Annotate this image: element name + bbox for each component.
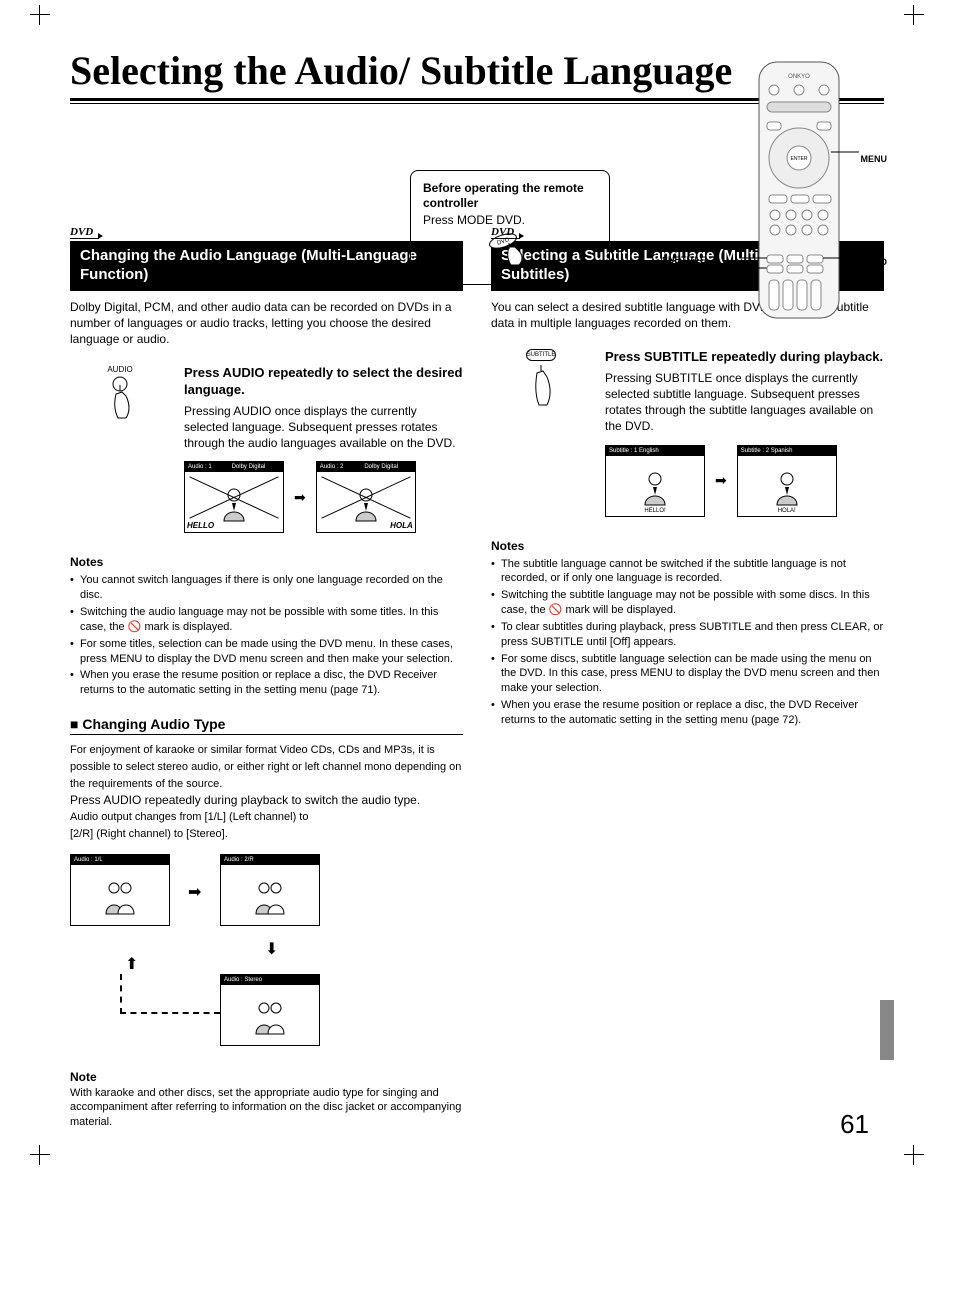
audio-type-body: For enjoyment of karaoke or similar form… xyxy=(70,741,463,841)
right-step-desc: Pressing SUBTITLE once displays the curr… xyxy=(605,370,884,435)
bar-text: Audio : Stereo xyxy=(221,975,319,985)
tv-screen-stereo: Audio : Stereo xyxy=(220,974,320,1046)
tv-screen-audio-2: Audio : 2 SpanishDolby Digital 5.1ch HOL… xyxy=(316,461,416,533)
note-item: For some titles, selection can be made u… xyxy=(70,637,463,667)
crop-mark xyxy=(904,5,924,25)
audio-type-line3b: [2/R] (Right channel) to [Stereo]. xyxy=(70,828,228,840)
note-item: The subtitle language cannot be switched… xyxy=(491,557,884,587)
before-title: Before operating the remote controller xyxy=(423,181,597,211)
label-clear: CLEAR xyxy=(674,267,705,277)
word-hola: HOLA xyxy=(390,521,413,530)
audio-type-line1: For enjoyment of karaoke or similar form… xyxy=(70,744,461,790)
audio-press-icon: AUDIO xyxy=(70,365,170,429)
press-dvd-icon: DVD xyxy=(423,233,597,276)
label-subtitle: SUBTITLE xyxy=(662,256,706,266)
subtitle-press-icon: SUBTITLE xyxy=(491,349,591,416)
crop-mark xyxy=(30,1145,50,1165)
svg-text:ENTER: ENTER xyxy=(791,156,808,162)
label-audio: AUDIO xyxy=(858,257,887,267)
bar-text: Dolby Digital 5.1ch xyxy=(232,462,280,472)
left-notes-list: You cannot switch languages if there is … xyxy=(70,573,463,698)
left-intro: Dolby Digital, PCM, and other audio data… xyxy=(70,299,463,348)
tv-screen-1l: Audio : 1/L xyxy=(70,854,170,926)
left-step-title: Press AUDIO repeatedly to select the des… xyxy=(184,365,463,399)
bar-text: Dolby Digital 5.1ch xyxy=(364,462,411,472)
bar-text: Audio : 2 Spanish xyxy=(320,462,365,472)
audio-type-flow: Audio : 1/L ➡ Audio : 2/R ⬇ Audio : Ster… xyxy=(70,854,370,1054)
page-number: 61 xyxy=(840,1109,869,1140)
audio-type-line2: Press AUDIO repeatedly during playback t… xyxy=(70,793,420,807)
subtitle-button-label: SUBTITLE xyxy=(526,349,556,361)
left-section-header: Changing the Audio Language (Multi-Langu… xyxy=(70,241,463,291)
changing-audio-type-heading: Changing Audio Type xyxy=(70,716,463,735)
left-column: DVD Changing the Audio Language (Multi-L… xyxy=(70,224,463,1130)
caption-text: HELLO! xyxy=(606,508,704,514)
arrow-icon: ➡ xyxy=(715,472,727,489)
note-heading: Note xyxy=(70,1070,463,1084)
arrow-icon: ➡ xyxy=(294,489,306,506)
bar-text: Audio : 1/L xyxy=(71,855,169,865)
side-tab xyxy=(880,1000,894,1060)
caption-text: HOLA! xyxy=(738,508,836,514)
note-item: For some discs, subtitle language select… xyxy=(491,652,884,697)
audio-icon-label: AUDIO xyxy=(70,365,170,374)
note-item: Switching the audio language may not be … xyxy=(70,605,463,635)
crop-mark xyxy=(904,1145,924,1165)
dashed-path xyxy=(120,974,220,1014)
crop-mark xyxy=(30,5,50,25)
notes-heading: Notes xyxy=(491,539,884,553)
arrow-icon: ➡ xyxy=(188,882,201,902)
word-hello: HELLO xyxy=(187,521,214,530)
bar-text: Audio : 2/R xyxy=(221,855,319,865)
svg-text:ONKYO: ONKYO xyxy=(788,74,810,80)
audio-type-line3a: Audio output changes from [1/L] (Left ch… xyxy=(70,811,308,823)
note-item: When you erase the resume position or re… xyxy=(491,698,884,728)
tv-screen-subtitle-2: Subtitle : 2 Spanish HOLA! xyxy=(737,445,837,517)
tv-screen-audio-1: Audio : 1 EnglishDolby Digital 5.1ch HEL… xyxy=(184,461,284,533)
dvd-tag: DVD xyxy=(70,226,99,239)
note-item: You cannot switch languages if there is … xyxy=(70,573,463,603)
remote-icon: ONKYO ENTER xyxy=(739,60,859,320)
remote-illustration: ONKYO ENTER MENU SUBTITLE C xyxy=(714,60,884,320)
before-sub: Press MODE DVD. xyxy=(423,213,597,227)
label-menu: MENU xyxy=(861,154,888,164)
note-body: With karaoke and other discs, set the ap… xyxy=(70,1086,463,1131)
bar-text: Audio : 1 English xyxy=(188,462,232,472)
bar-text: Subtitle : 2 Spanish xyxy=(738,446,836,456)
arrow-down-icon: ⬇ xyxy=(265,939,278,959)
right-step-title: Press SUBTITLE repeatedly during playbac… xyxy=(605,349,884,366)
note-item: Switching the subtitle language may not … xyxy=(491,588,884,618)
notes-heading: Notes xyxy=(70,555,463,569)
arrow-up-icon: ⬆ xyxy=(125,954,138,974)
right-notes-list: The subtitle language cannot be switched… xyxy=(491,557,884,728)
bar-text: Subtitle : 1 English xyxy=(606,446,704,456)
left-step-desc: Pressing AUDIO once displays the current… xyxy=(184,403,463,452)
tv-screen-2r: Audio : 2/R xyxy=(220,854,320,926)
note-item: To clear subtitles during playback, pres… xyxy=(491,620,884,650)
right-column: DVD Selecting a Subtitle Language (Multi… xyxy=(491,224,884,1130)
dvd-tag: DVD xyxy=(491,226,520,239)
tv-screen-subtitle-1: Subtitle : 1 English HELLO! xyxy=(605,445,705,517)
note-item: When you erase the resume position or re… xyxy=(70,668,463,698)
